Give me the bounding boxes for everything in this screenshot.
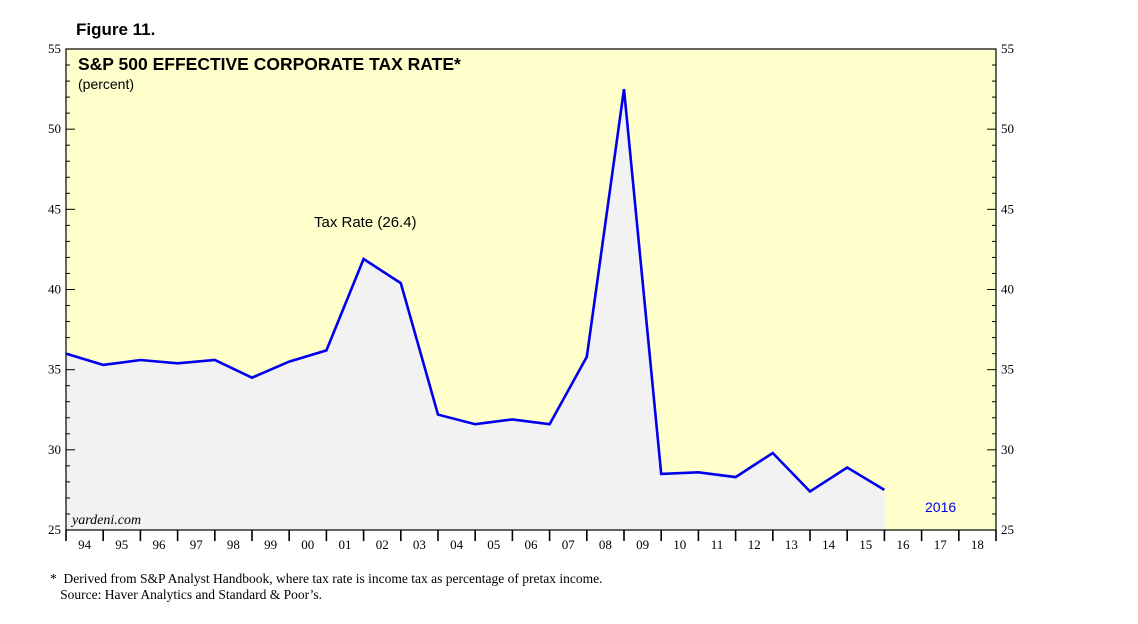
watermark: yardeni.com: [70, 513, 141, 528]
x-tick-label: 17: [934, 537, 948, 552]
y-tick-label-right: 45: [1001, 201, 1014, 216]
y-tick-label-left: 30: [48, 442, 61, 457]
footnote: * Derived from S&P Analyst Handbook, whe…: [50, 571, 602, 603]
y-tick-label-left: 50: [48, 121, 61, 136]
x-tick-label: 04: [450, 537, 464, 552]
y-tick-label-left: 45: [48, 201, 61, 216]
y-tick-label-right: 35: [1001, 362, 1014, 377]
x-tick-label: 00: [301, 537, 314, 552]
x-tick-label: 94: [78, 537, 92, 552]
y-tick-label-right: 50: [1001, 121, 1014, 136]
x-tick-label: 11: [711, 537, 724, 552]
y-tick-label-left: 40: [48, 282, 61, 297]
x-tick-label: 09: [636, 537, 649, 552]
y-tick-label-left: 55: [48, 41, 61, 56]
y-tick-label-right: 40: [1001, 282, 1014, 297]
series-annotation: Tax Rate (26.4): [314, 214, 417, 231]
footnote-definition: * Derived from S&P Analyst Handbook, whe…: [50, 571, 603, 586]
x-tick-label: 12: [748, 537, 761, 552]
footnote-source: Source: Haver Analytics and Standard & P…: [50, 587, 322, 602]
x-tick-label: 98: [227, 537, 240, 552]
chart-subtitle: (percent): [78, 76, 134, 92]
plot-frame: [65, 48, 997, 531]
y-tick-label-left: 25: [48, 522, 61, 537]
x-tick-label: 95: [115, 537, 128, 552]
figure-label: Figure 11.: [76, 20, 156, 39]
chart-title: S&P 500 EFFECTIVE CORPORATE TAX RATE*: [78, 54, 461, 74]
x-tick-label: 06: [525, 537, 539, 552]
x-tick-label: 99: [264, 537, 277, 552]
x-tick-label: 08: [599, 537, 612, 552]
y-tick-label-left: 35: [48, 362, 61, 377]
series-line-tax-rate: [65, 88, 886, 494]
x-tick-label: 02: [376, 537, 389, 552]
x-tick-label: 07: [562, 537, 576, 552]
end-label: 2016: [925, 499, 956, 515]
x-tick-label: 97: [190, 537, 204, 552]
x-tick-label: 03: [413, 537, 426, 552]
x-tick-label: 15: [859, 537, 872, 552]
x-axis: 94 95 96 97 98 99 00 01 02 03 04 05 06 07 08 09 10 11 12 13…: [65, 530, 997, 552]
x-tick-label: 10: [673, 537, 686, 552]
y-tick-label-right: 30: [1001, 442, 1014, 457]
x-tick-label: 01: [339, 537, 352, 552]
right-y-axis: 25 30 35 40 45 50 55: [987, 41, 1014, 537]
x-tick-label: 14: [822, 537, 836, 552]
series-area-fill: [66, 89, 885, 530]
x-tick-label: 13: [785, 537, 798, 552]
x-tick-label: 18: [971, 537, 984, 552]
left-y-axis: 25 30 35 40 45 50 55: [48, 41, 75, 537]
x-tick-label: 05: [487, 537, 500, 552]
y-tick-label-right: 55: [1001, 41, 1014, 56]
x-tick-label: 16: [897, 537, 911, 552]
y-tick-label-right: 25: [1001, 522, 1014, 537]
x-tick-label: 96: [153, 537, 167, 552]
